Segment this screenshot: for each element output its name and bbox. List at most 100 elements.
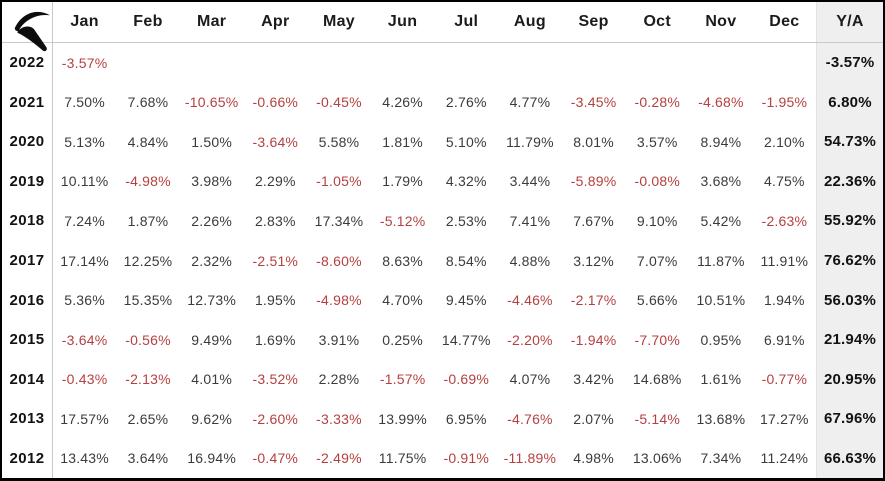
return-cell: -11.89% [503, 450, 557, 467]
column-header-jul: Jul [434, 2, 499, 43]
return-cell: -0.08% [634, 173, 681, 190]
return-cell: 1.61% [700, 371, 742, 388]
return-cell: 15.35% [123, 292, 173, 309]
yearly-total-cell: 21.94% [816, 319, 883, 360]
return-cell: 2.28% [318, 371, 360, 388]
return-cell: 2.53% [445, 212, 487, 229]
brand-logo [2, 2, 53, 52]
return-cell: 3.91% [318, 331, 360, 348]
return-cell: -1.05% [316, 173, 362, 190]
return-cell: -0.77% [761, 371, 808, 388]
return-cell: -4.46% [507, 292, 553, 309]
return-cell: -0.28% [634, 94, 681, 111]
return-cell: 8.63% [382, 252, 423, 269]
return-cell [180, 42, 244, 83]
column-header-jun: Jun [370, 2, 435, 43]
return-cell: 13.99% [378, 410, 427, 427]
return-cell [689, 42, 753, 83]
column-header-feb: Feb [116, 2, 180, 43]
return-cell: 7.50% [64, 94, 105, 111]
table-row: 2016 5.36% 15.35% 12.73% 1.95% -4.98% 4.70% 9.4… [2, 280, 883, 320]
return-cell: -4.98% [125, 173, 171, 190]
year-label: 2021 [2, 82, 53, 123]
return-cell: 1.79% [382, 173, 423, 190]
return-cell: -10.65% [184, 94, 239, 111]
return-cell: -3.45% [570, 94, 617, 111]
return-cell: -8.60% [316, 252, 362, 269]
column-header-jan: Jan [52, 2, 117, 43]
return-cell: 7.34% [700, 450, 742, 467]
return-cell: 3.42% [573, 371, 614, 388]
return-cell: 9.45% [445, 292, 487, 309]
return-cell: 1.50% [191, 133, 232, 150]
brand-logo-icon [14, 11, 50, 52]
yearly-total-cell: -3.57% [816, 42, 883, 83]
table-row: 2013 17.57% 2.65% 9.62% -2.60% -3.33% 13.99% 6.… [2, 398, 883, 439]
yearly-total-cell: 67.96% [816, 398, 883, 439]
table-row: 2021 7.50% 7.68% -10.65% -0.66% -0.45% 4.26% 2.… [2, 82, 883, 123]
return-cell: 17.14% [60, 252, 109, 269]
return-cell: 4.32% [445, 173, 487, 190]
return-cell: 17.34% [314, 212, 364, 229]
return-cell: 3.68% [700, 173, 742, 190]
return-cell: 2.07% [573, 410, 614, 427]
return-cell: 4.26% [382, 94, 423, 111]
return-cell: 6.91% [764, 331, 805, 348]
return-cell: 1.95% [254, 292, 296, 309]
return-cell: 3.44% [509, 173, 551, 190]
column-header-may: May [307, 2, 371, 43]
return-cell: 11.79% [506, 133, 554, 150]
column-header-dec: Dec [752, 2, 817, 43]
return-cell: 13.43% [60, 450, 109, 467]
table-row: 2017 17.14% 12.25% 2.32% -2.51% -8.60% 8.63% 8.… [2, 240, 883, 281]
yearly-total-cell: 22.36% [816, 161, 883, 202]
return-cell: 1.94% [764, 292, 805, 309]
year-label: 2020 [2, 122, 53, 162]
yearly-total-cell: 54.73% [816, 122, 883, 162]
return-cell: -3.33% [316, 410, 362, 427]
return-cell: 13.68% [696, 410, 746, 427]
return-cell: 3.57% [636, 133, 678, 150]
return-cell: 4.01% [191, 371, 232, 388]
return-cell: 6.95% [445, 410, 487, 427]
return-cell: 7.41% [509, 212, 551, 229]
return-cell: 3.64% [127, 450, 169, 467]
column-header-apr: Apr [243, 2, 308, 43]
return-cell: 4.70% [382, 292, 423, 309]
return-cell: 5.10% [445, 133, 487, 150]
return-cell: 17.57% [60, 410, 109, 427]
return-cell: -0.43% [61, 371, 108, 388]
return-cell: 1.87% [127, 212, 169, 229]
return-cell: 7.07% [636, 252, 678, 269]
year-label: 2018 [2, 201, 53, 241]
return-cell: -5.89% [570, 173, 617, 190]
return-cell: 10.51% [696, 292, 746, 309]
return-cell: 11.24% [760, 450, 809, 467]
return-cell: 13.06% [632, 450, 682, 467]
return-cell: 2.29% [254, 173, 296, 190]
return-cell: 7.68% [127, 94, 169, 111]
return-cell: -3.57% [61, 54, 108, 71]
return-cell: 4.98% [573, 450, 614, 467]
return-cell [625, 42, 689, 83]
return-cell: -3.64% [252, 133, 299, 150]
return-cell: 7.24% [64, 212, 105, 229]
yearly-total-cell: 76.62% [816, 240, 883, 281]
yearly-total-cell: 6.80% [816, 82, 883, 123]
return-cell: -3.52% [252, 371, 299, 388]
return-cell: 0.25% [382, 331, 423, 348]
return-cell: -5.12% [379, 212, 426, 229]
return-cell: 3.98% [191, 173, 232, 190]
column-header-nov: Nov [689, 2, 753, 43]
return-cell: 0.95% [700, 331, 742, 348]
return-cell: 2.10% [764, 133, 805, 150]
return-cell: 5.42% [700, 212, 742, 229]
return-cell: 9.62% [191, 410, 232, 427]
return-cell: -2.60% [252, 410, 299, 427]
return-cell: 4.07% [509, 371, 551, 388]
return-cell [243, 42, 307, 83]
return-cell: 5.13% [64, 133, 105, 150]
return-cell: -4.98% [316, 292, 362, 309]
